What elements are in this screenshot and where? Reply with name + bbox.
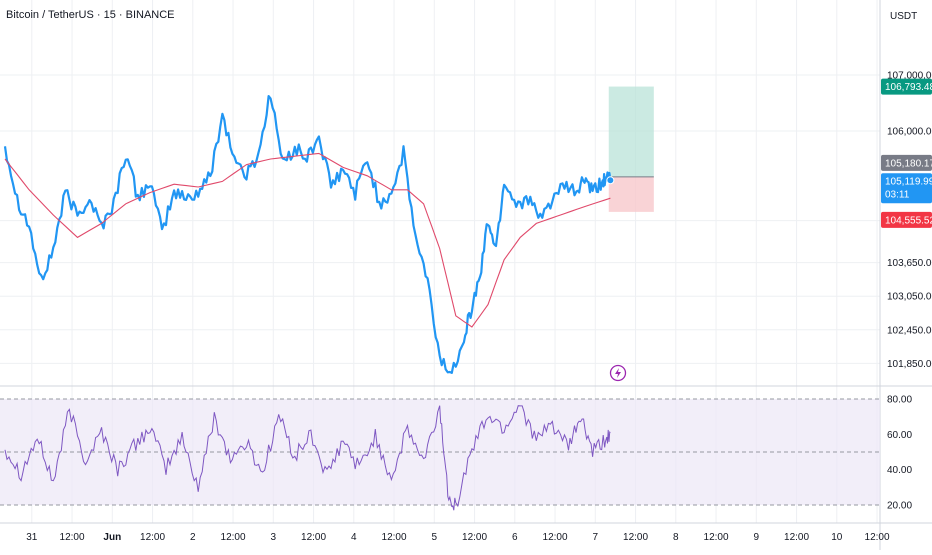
lightning-icon[interactable] [609, 364, 627, 382]
time-tick-label: 10 [831, 532, 843, 543]
time-tick-label: 4 [351, 532, 357, 543]
position-zones[interactable] [608, 86, 654, 212]
time-tick-label: 7 [593, 532, 599, 543]
time-tick-label: 12:00 [462, 532, 487, 543]
symbol-title[interactable]: Bitcoin / TetherUS · 15 · BINANCE [6, 9, 175, 21]
stop-price-badge-bg [881, 211, 932, 228]
time-tick-label: 8 [673, 532, 679, 543]
rsi-tick-label: 80.00 [887, 395, 912, 406]
time-tick-label: 6 [512, 532, 518, 543]
rsi-tick-label: 20.00 [887, 501, 912, 512]
time-tick-label: 31 [26, 532, 38, 543]
current-price-badge-bg [881, 173, 932, 204]
price-tick-label: 107,000.00 [887, 71, 932, 82]
target-price-badge-bg [881, 78, 932, 95]
rsi-tick-label: 40.00 [887, 465, 912, 476]
time-tick-label: 12:00 [704, 532, 729, 543]
price-tick-label: 101,850.00 [887, 359, 932, 370]
rsi-tick-label: 60.00 [887, 430, 912, 441]
time-tick-label: 12:00 [623, 532, 648, 543]
time-tick-label: 9 [754, 532, 760, 543]
time-tick-label: 3 [271, 532, 277, 543]
time-tick-label: 12:00 [784, 532, 809, 543]
price-line [3, 94, 612, 374]
price-tick-label: 102,450.00 [887, 325, 932, 336]
currency-label[interactable]: USDT [890, 11, 918, 22]
time-tick-label: 12:00 [221, 532, 246, 543]
entry-price-badge: 105,180.17 [885, 158, 932, 169]
price-tick-label: 103,050.00 [887, 292, 932, 303]
time-tick-label: Jun [103, 532, 121, 543]
series-layer [3, 94, 615, 511]
current-price-badge: 105,119.99 [885, 176, 932, 187]
time-tick-label: 12:00 [382, 532, 407, 543]
lightning-icon-bolt [615, 368, 621, 378]
time-axis[interactable]: 31 12:00 Jun 12:00 2 12:00 3 12:00 4 12:00 5 12:00 6… [26, 532, 890, 543]
entry-price-badge-bg [881, 154, 932, 171]
time-tick-label: 2 [190, 532, 196, 543]
icons[interactable] [609, 364, 627, 382]
stop-loss-zone[interactable] [608, 176, 654, 212]
price-tick-label: 103,650.00 [887, 258, 932, 269]
price-tick-label: 106,000.00 [887, 127, 932, 138]
current-price-dot [606, 176, 615, 185]
countdown-label: 03:11 [885, 189, 910, 200]
price-badges: 106,793.48 105,180.17 105,119.99 03:11 104,5… [881, 78, 932, 228]
time-tick-label: 12:00 [865, 532, 890, 543]
time-tick-label: 12:00 [543, 532, 568, 543]
time-tick-label: 12:00 [301, 532, 326, 543]
target-price-badge: 106,793.48 [885, 82, 932, 93]
time-tick-label: 5 [432, 532, 438, 543]
time-tick-label: 12:00 [140, 532, 165, 543]
time-tick-label: 12:00 [60, 532, 85, 543]
price-axis[interactable]: 107,000.00106,000.00104,400.00103,650.00… [887, 71, 932, 512]
moving-average-line [4, 152, 611, 328]
take-profit-zone[interactable] [608, 86, 654, 177]
rsi-line [4, 405, 611, 511]
stop-price-badge: 104,555.52 [885, 215, 932, 226]
